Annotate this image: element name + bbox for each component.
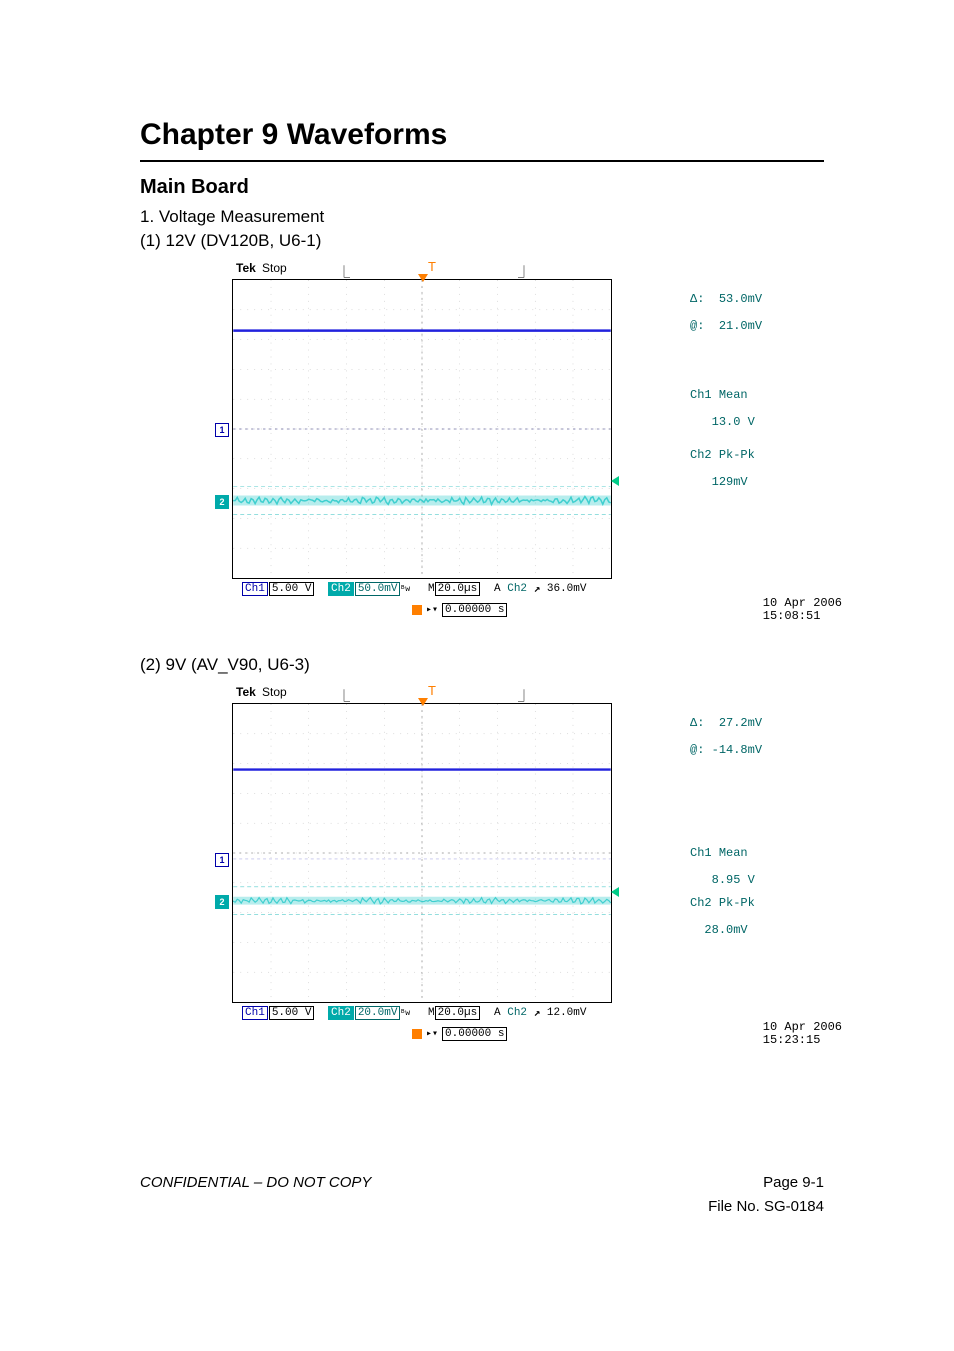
confidential-stamp: CONFIDENTIAL – DO NOT COPY bbox=[140, 1174, 371, 1191]
chapter-title: Chapter 9 Waveforms bbox=[140, 118, 824, 152]
cursor-readout: Δ: 27.2mV @: -14.8mV bbox=[618, 703, 762, 772]
scope-grid: 1 2 bbox=[232, 279, 612, 579]
ch1-scale: Ch1 5.00 V bbox=[242, 581, 314, 597]
grid-svg bbox=[233, 280, 611, 578]
caption-scope-2: (2) 9V (AV_V90, U6-3) bbox=[140, 655, 824, 675]
bracket-right: ⏌ bbox=[518, 687, 530, 704]
trigger-position-marker bbox=[418, 698, 428, 706]
trigger-t-marker-icon: T bbox=[428, 683, 436, 698]
trigger-t-icon bbox=[412, 1029, 422, 1039]
scope-grid: 1 2 bbox=[232, 703, 612, 1003]
tek-logo: Tek bbox=[236, 685, 256, 699]
section-title: Main Board bbox=[140, 176, 824, 199]
trigger-time-readout: ▸▾ 0.00000 s bbox=[412, 603, 507, 617]
bracket-left: ⎿ bbox=[338, 687, 350, 704]
ch2-scale: Ch2 20.0mV ᴮᴡ bbox=[328, 1005, 410, 1021]
ch1-ground-marker: 1 bbox=[215, 853, 229, 867]
oscilloscope-capture-1: Tek Stop ⎿ T ⏌ 1 2 Δ: 53.0mV @: 21.0mV C… bbox=[232, 261, 732, 625]
cursor-delta: Δ: 27.2mV bbox=[690, 716, 762, 730]
cursor-delta: Δ: 53.0mV bbox=[690, 292, 762, 306]
page-footer: CONFIDENTIAL – DO NOT COPY Page 9-1 File… bbox=[140, 1174, 824, 1191]
arrows-icon: ▸▾ bbox=[426, 1028, 438, 1040]
bracket-right: ⏌ bbox=[518, 263, 530, 280]
grid-svg bbox=[233, 704, 611, 1002]
arrows-icon: ▸▾ bbox=[426, 604, 438, 616]
list-item-voltage-measurement: 1. Voltage Measurement bbox=[140, 207, 824, 227]
ch1-ground-marker: 1 bbox=[215, 423, 229, 437]
caption-scope-1: (1) 12V (DV120B, U6-1) bbox=[140, 231, 824, 251]
ch2-ground-marker: 2 bbox=[215, 895, 229, 909]
capture-timestamp: 10 Apr 2006 15:23:15 bbox=[763, 1021, 842, 1047]
acquisition-status: Stop bbox=[262, 261, 287, 275]
trigger-position-marker bbox=[418, 274, 428, 282]
cursor-readout: Δ: 53.0mV @: 21.0mV bbox=[618, 279, 762, 348]
ch2-ground-marker: 2 bbox=[215, 495, 229, 509]
ch2-pkpk-readout: Ch2 Pk-Pk 28.0mV bbox=[618, 883, 755, 952]
trigger-t-icon bbox=[412, 605, 422, 615]
trigger-readout: A Ch2 ↗ 12.0mV bbox=[494, 1005, 586, 1021]
title-divider bbox=[140, 160, 824, 162]
ch1-scale: Ch1 5.00 V bbox=[242, 1005, 314, 1021]
bracket-left: ⎿ bbox=[338, 263, 350, 280]
ch2-pkpk-readout: Ch2 Pk-Pk 129mV bbox=[618, 435, 755, 504]
trigger-time-readout: ▸▾ 0.00000 s bbox=[412, 1027, 507, 1041]
acquisition-status: Stop bbox=[262, 685, 287, 699]
ch2-scale: Ch2 50.0mV ᴮᴡ bbox=[328, 581, 410, 597]
oscilloscope-capture-2: Tek Stop ⎿ T ⏌ 1 2 Δ: 27.2mV @: -14.8mV … bbox=[232, 685, 732, 1049]
cursor-at: @: 21.0mV bbox=[690, 319, 762, 333]
file-number: File No. SG-0184 bbox=[708, 1198, 824, 1215]
ch1-mean-readout: Ch1 Mean 13.0 V bbox=[618, 375, 755, 444]
tek-logo: Tek bbox=[236, 261, 256, 275]
timebase-readout: M 20.0µs bbox=[428, 1005, 480, 1021]
cursor-at: @: -14.8mV bbox=[690, 743, 762, 757]
timebase-readout: M 20.0µs bbox=[428, 581, 480, 597]
trigger-t-marker-icon: T bbox=[428, 259, 436, 274]
trigger-readout: A Ch2 ↗ 36.0mV bbox=[494, 581, 586, 597]
page-number: Page 9-1 bbox=[763, 1174, 824, 1191]
capture-timestamp: 10 Apr 2006 15:08:51 bbox=[763, 597, 842, 623]
